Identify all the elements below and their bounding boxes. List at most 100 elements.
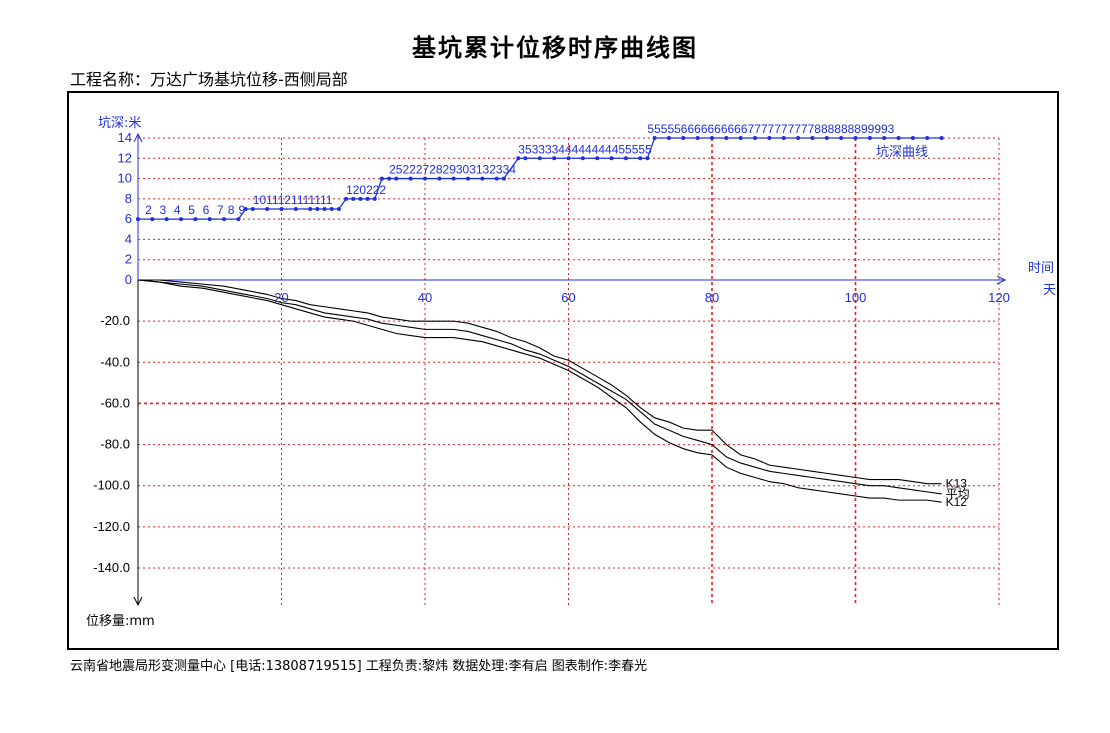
depth-point <box>344 196 349 201</box>
depth-point <box>494 176 499 181</box>
depth-point <box>595 156 600 161</box>
depth-point <box>279 207 284 211</box>
depth-point <box>423 176 427 181</box>
footer-credits: 云南省地震局形变测量中心 [电话:13808719515] 工程负责:黎炜 数据… <box>70 659 648 674</box>
depth-point <box>710 136 714 140</box>
depth-point <box>523 156 528 161</box>
depth-point <box>322 207 327 211</box>
project-name: 工程名称：万达广场基坑位移-西侧局部 <box>70 70 348 89</box>
time-axis-title-2: 天 <box>1043 283 1056 298</box>
depth-point <box>566 156 571 161</box>
depth-point <box>824 136 829 140</box>
depth-point <box>179 217 184 222</box>
depth-point <box>293 207 298 211</box>
time-axis-arrow <box>996 275 1007 285</box>
displacement-tick-label: -140.0 <box>93 560 130 575</box>
time-axis-title-1: 时间 <box>1028 261 1054 276</box>
depth-tick-label: 8 <box>125 191 132 206</box>
depth-point <box>150 217 155 222</box>
depth-point <box>480 176 485 181</box>
chart-axes <box>133 132 1007 607</box>
depth-data-label: 7 <box>217 203 224 217</box>
depth-point <box>365 196 370 201</box>
depth-point <box>867 136 872 140</box>
depth-axis-arrow <box>133 132 143 143</box>
depth-tick-label: 0 <box>125 272 132 287</box>
depth-point <box>236 217 241 222</box>
depth-point <box>265 207 270 211</box>
depth-data-label: 6 <box>203 203 210 217</box>
depth-point <box>638 156 643 161</box>
depth-point <box>537 156 542 161</box>
depth-data-label: 5 <box>188 203 195 217</box>
depth-point <box>796 136 801 140</box>
displacement-axis-title: 位移量:mm <box>86 614 155 629</box>
time-tick-label: 120 <box>988 290 1010 305</box>
depth-point <box>379 176 384 181</box>
depth-data-label: 9 <box>238 203 245 217</box>
depth-point <box>408 176 413 181</box>
series-label-2: K12 <box>946 495 968 509</box>
displacement-tick-label: -20.0 <box>100 313 130 328</box>
series-label-1: 平均 <box>946 487 970 501</box>
depth-data-label: 5555566666666667777777777888888899993 <box>647 122 894 136</box>
depth-point <box>580 156 585 161</box>
depth-point <box>250 207 255 211</box>
depth-tick-label: 4 <box>125 231 132 246</box>
depth-point <box>372 196 377 201</box>
depth-line <box>138 137 942 220</box>
displacement-line-1 <box>137 279 942 495</box>
depth-point <box>738 136 743 140</box>
displacement-axis-arrow <box>133 596 143 607</box>
depth-point <box>451 176 456 181</box>
depth-point <box>810 136 815 140</box>
depth-data-label: 120222 <box>346 183 386 197</box>
depth-point <box>315 207 320 211</box>
depth-point <box>910 136 915 140</box>
depth-data-label: 4 <box>174 203 181 217</box>
time-tick-label: 60 <box>561 290 575 305</box>
displacement-tick-label: -120.0 <box>93 519 130 534</box>
depth-point <box>666 136 671 140</box>
depth-data-label: 2522272829303132334 <box>389 163 516 177</box>
depth-point <box>516 156 521 161</box>
displacement-tick-label: -40.0 <box>100 354 130 369</box>
depth-point <box>839 136 844 140</box>
depth-point <box>243 207 248 211</box>
displacement-tick-label: -100.0 <box>93 478 130 493</box>
time-tick-label: 80 <box>705 290 719 305</box>
time-tick-label: 20 <box>274 290 288 305</box>
depth-point <box>164 217 169 222</box>
chart-title: 基坑累计位移时序曲线图 <box>412 33 698 62</box>
depth-data-label: 35333344444444455555 <box>518 142 652 156</box>
depth-point <box>853 136 858 140</box>
depth-tick-label: 2 <box>125 252 132 267</box>
depth-point <box>387 176 392 181</box>
depth-point <box>609 156 614 161</box>
displacement-tick-label: -60.0 <box>100 395 130 410</box>
time-tick-label: 40 <box>418 290 432 305</box>
depth-point <box>437 176 442 181</box>
depth-data-label: 2 <box>145 203 152 217</box>
depth-point <box>652 136 657 140</box>
axis-labels: 02468101214-20.0-40.0-60.0-80.0-100.0-12… <box>86 116 1056 629</box>
depth-curve: 2 3 4 5 6 7 8 9 1011121111111 1202222522272829303… <box>136 122 944 222</box>
depth-point <box>351 196 356 201</box>
chart-frame <box>67 91 1059 650</box>
time-tick-label: 100 <box>845 290 867 305</box>
displacement-line-0 <box>138 279 942 485</box>
depth-series-name: 坑深曲线 <box>876 145 928 160</box>
depth-point <box>724 136 729 140</box>
depth-tick-label: 6 <box>125 211 132 226</box>
displacement-tick-label: -80.0 <box>100 437 130 452</box>
depth-point <box>466 176 471 181</box>
depth-point <box>552 156 557 161</box>
depth-point <box>501 176 506 181</box>
depth-point <box>753 136 758 140</box>
depth-data-label: 3 <box>160 203 167 217</box>
depth-axis-title: 坑深:米 <box>98 116 141 131</box>
depth-point <box>308 207 313 211</box>
depth-point <box>394 176 399 181</box>
